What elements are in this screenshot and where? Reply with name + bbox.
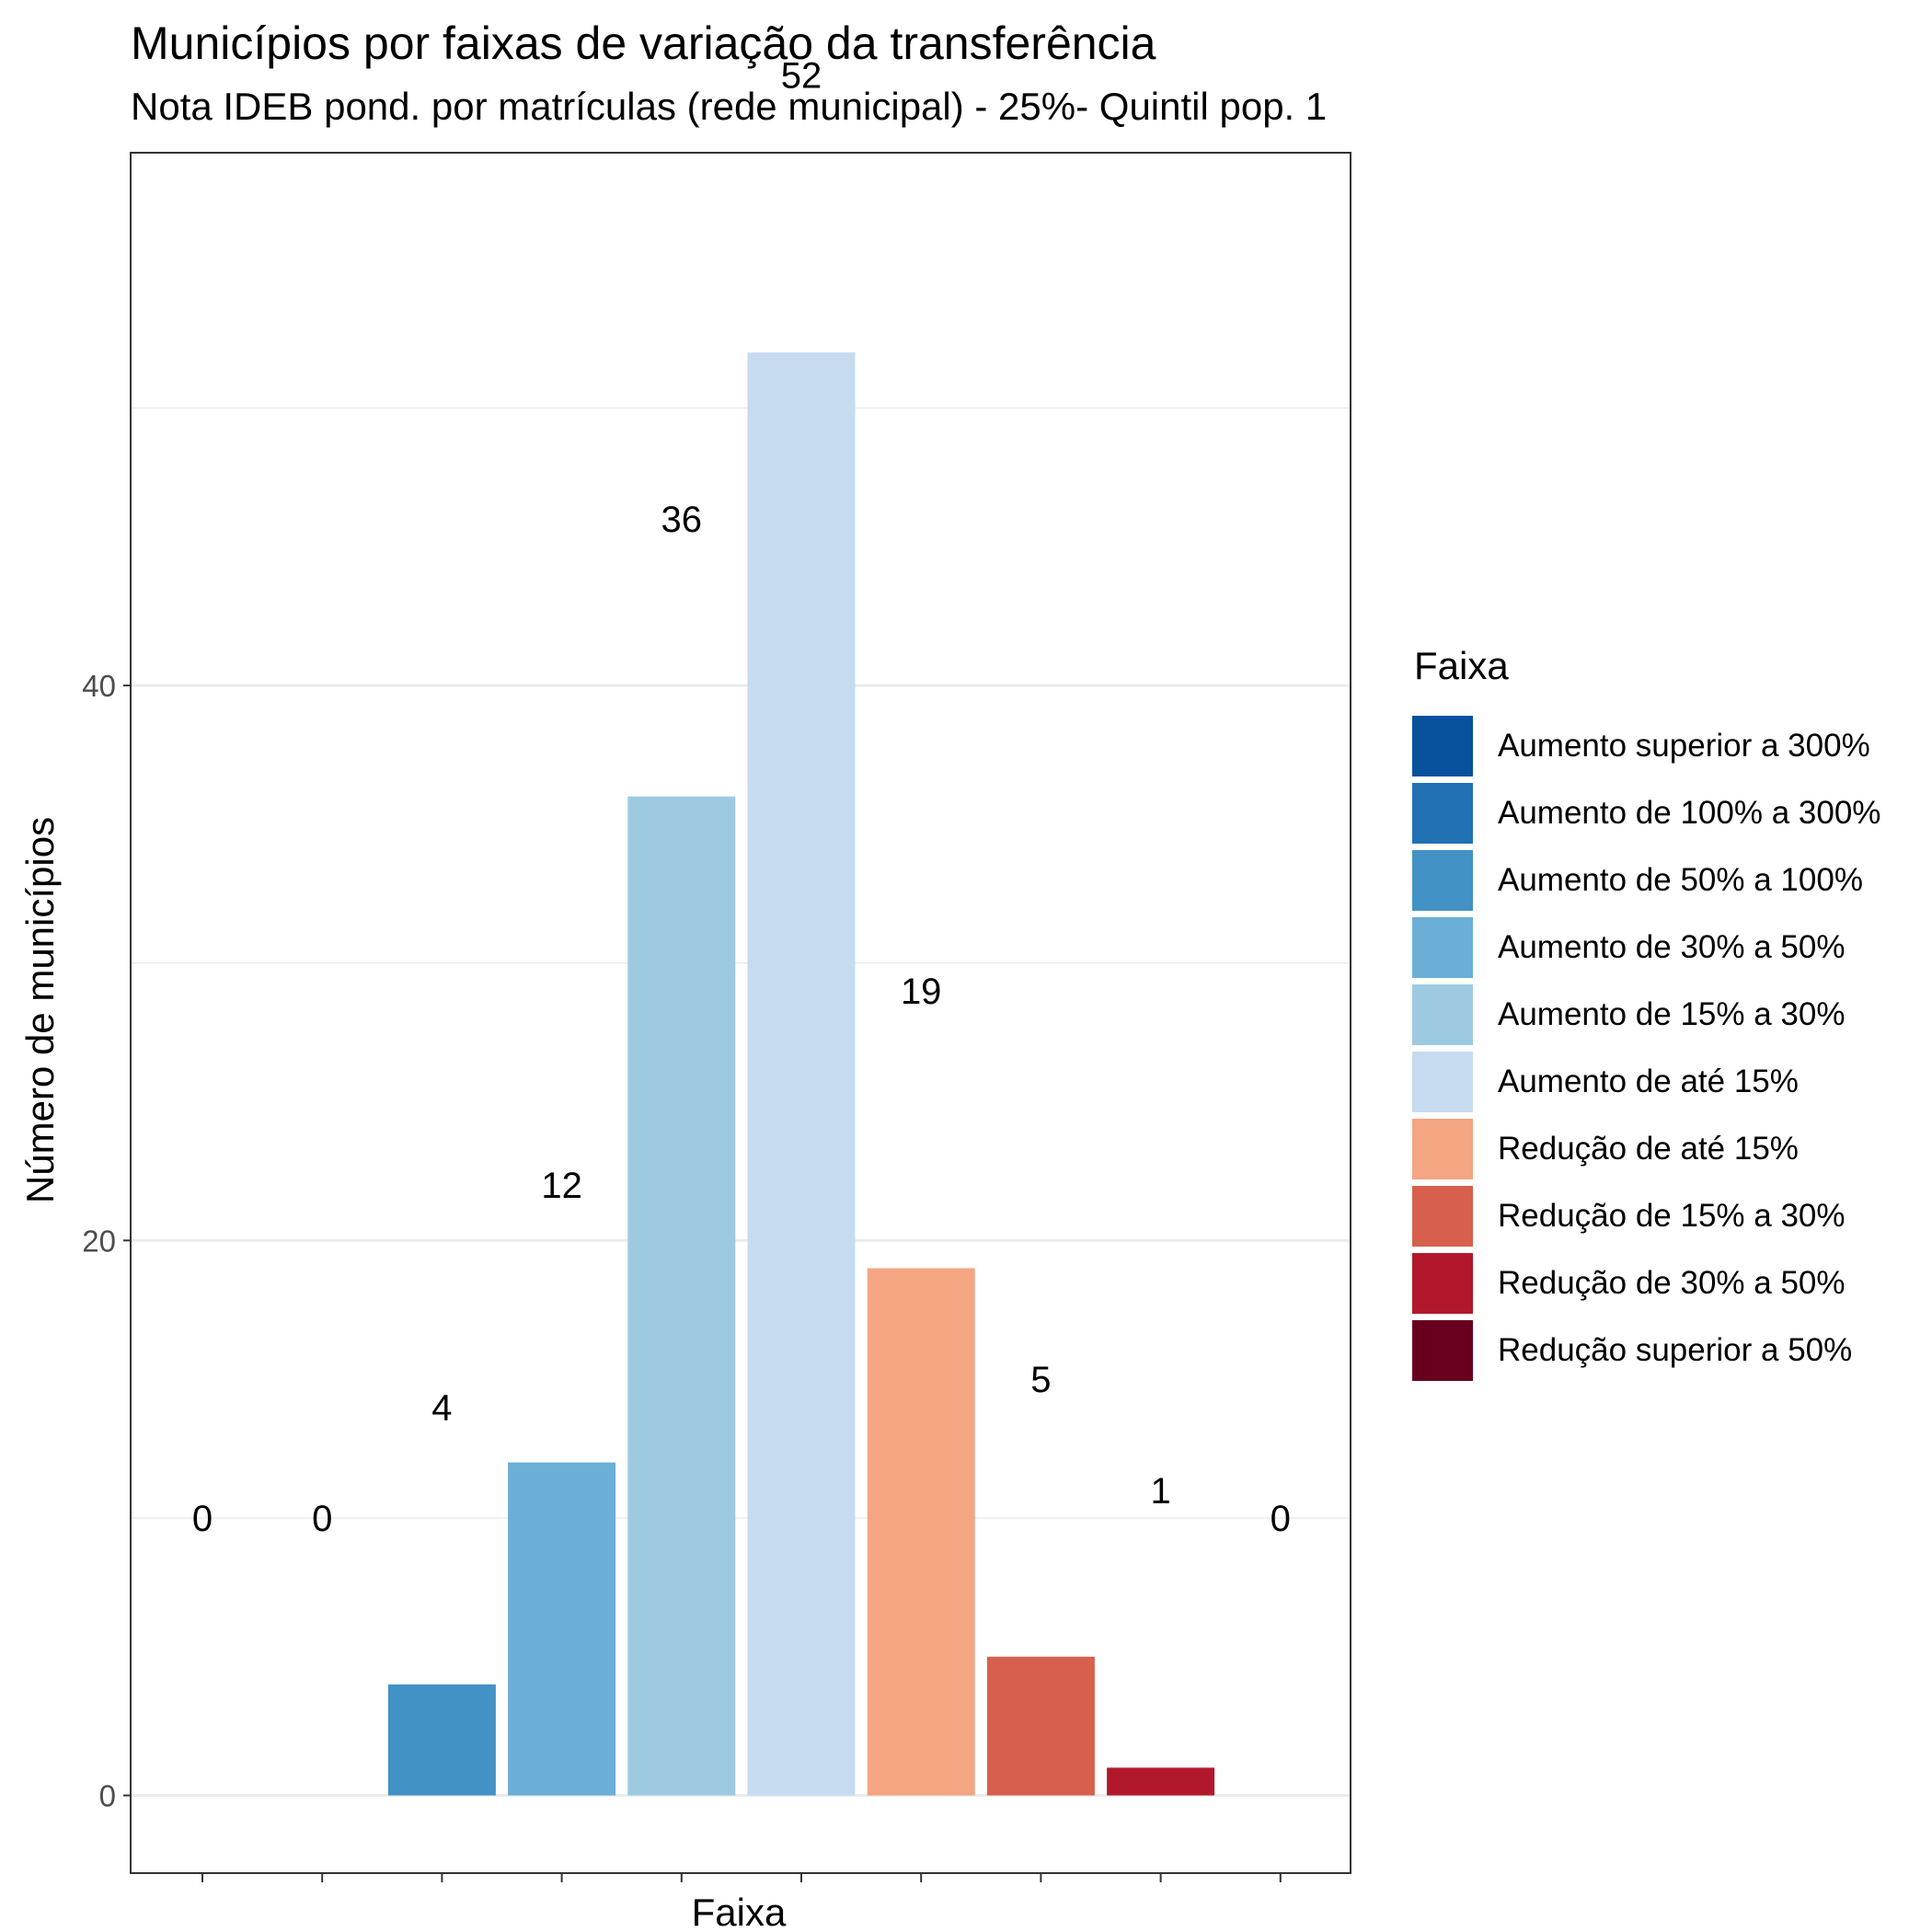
legend-label: Aumento de 50% a 100% <box>1498 861 1863 898</box>
bar-value-label: 36 <box>661 500 703 540</box>
legend-item: Redução de até 15% <box>1412 1115 1880 1182</box>
legend-label: Redução superior a 50% <box>1498 1331 1853 1368</box>
legend-item: Aumento superior a 300% <box>1412 712 1880 779</box>
bar-value-label: 0 <box>192 1499 213 1539</box>
bar-value-label: 12 <box>541 1166 582 1206</box>
legend-swatch <box>1412 782 1473 844</box>
x-axis-label: Faixa <box>692 1891 787 1932</box>
legend-label: Redução de 15% a 30% <box>1498 1197 1846 1234</box>
legend-item: Aumento de 100% a 300% <box>1412 779 1880 846</box>
legend-label: Aumento de 100% a 300% <box>1498 794 1881 831</box>
bar <box>1107 1767 1215 1796</box>
bar-value-label: 5 <box>1030 1360 1051 1400</box>
legend-swatch <box>1412 1319 1473 1381</box>
bar <box>508 1462 616 1796</box>
y-axis-label: Número de municípios <box>18 817 62 1203</box>
bar-value-label: 0 <box>312 1499 332 1539</box>
plot-panel-border <box>130 152 1351 1874</box>
legend-swatch <box>1412 849 1473 911</box>
bar-value-label: 1 <box>1150 1471 1170 1512</box>
chart-subtitle: Nota IDEB pond. por matrículas (rede mun… <box>131 85 1328 128</box>
legend-swatch <box>1412 916 1473 978</box>
legend-title: Faixa <box>1414 644 1509 687</box>
bar-value-label: 19 <box>901 972 942 1012</box>
legend-swatch <box>1412 1051 1473 1112</box>
legend-label: Redução de 30% a 50% <box>1498 1264 1846 1301</box>
bar <box>986 1656 1095 1796</box>
legend: Faixa Aumento superior a 300% Aumento de … <box>1412 644 1880 1384</box>
y-tick-label: 20 <box>82 1224 116 1258</box>
legend-item: Redução de 30% a 50% <box>1412 1249 1880 1317</box>
legend-label: Aumento superior a 300% <box>1498 727 1870 764</box>
legend-item: Aumento de 50% a 100% <box>1412 846 1880 914</box>
bar <box>867 1268 975 1796</box>
legend-item: Aumento de 15% a 30% <box>1412 981 1880 1048</box>
y-tick-label: 0 <box>99 1779 116 1813</box>
legend-swatch <box>1412 983 1473 1045</box>
bar <box>387 1684 496 1796</box>
legend-label: Aumento de 30% a 50% <box>1498 928 1846 965</box>
legend-swatch <box>1412 1252 1473 1314</box>
legend-swatch <box>1412 715 1473 776</box>
bar-value-label: 4 <box>431 1387 452 1428</box>
bar <box>627 796 736 1796</box>
chart-title: Municípios por faixas de variação da tra… <box>131 17 1156 69</box>
legend-swatch <box>1412 1118 1473 1179</box>
bar-value-label: 52 <box>781 56 822 97</box>
legend-item: Aumento de 30% a 50% <box>1412 914 1880 981</box>
legend-label: Aumento de até 15% <box>1498 1063 1799 1099</box>
legend-label: Redução de até 15% <box>1498 1130 1799 1167</box>
legend-item: Aumento de até 15% <box>1412 1048 1880 1115</box>
y-tick-label: 40 <box>82 669 116 703</box>
bar <box>747 352 856 1796</box>
legend-item: Redução superior a 50% <box>1412 1317 1880 1384</box>
legend-swatch <box>1412 1185 1473 1247</box>
legend-item: Redução de 15% a 30% <box>1412 1182 1880 1249</box>
legend-label: Aumento de 15% a 30% <box>1498 995 1846 1032</box>
bar-value-label: 0 <box>1271 1499 1291 1539</box>
